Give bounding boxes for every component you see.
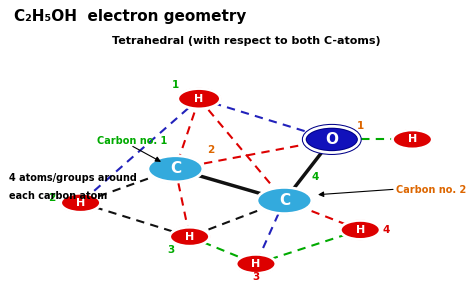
- Text: Tetrahedral (with respect to both C-atoms): Tetrahedral (with respect to both C-atom…: [112, 36, 381, 46]
- Text: 1: 1: [172, 80, 179, 90]
- Text: 2: 2: [207, 145, 215, 155]
- Text: 3: 3: [167, 245, 174, 255]
- Circle shape: [257, 187, 312, 214]
- Text: H: H: [408, 135, 417, 144]
- Text: H: H: [194, 94, 204, 104]
- Circle shape: [148, 156, 203, 182]
- Text: C: C: [279, 193, 290, 208]
- Text: C₂H₅OH  electron geometry: C₂H₅OH electron geometry: [14, 9, 246, 24]
- Text: 4: 4: [383, 225, 390, 235]
- Text: 4: 4: [311, 172, 319, 182]
- Text: Carbon no. 1: Carbon no. 1: [97, 135, 167, 146]
- Circle shape: [178, 88, 220, 109]
- Circle shape: [392, 130, 432, 149]
- Circle shape: [236, 254, 276, 273]
- Text: H: H: [185, 232, 194, 242]
- Circle shape: [170, 227, 210, 246]
- Circle shape: [340, 220, 380, 240]
- Text: H: H: [251, 259, 261, 269]
- Text: Carbon no. 2: Carbon no. 2: [396, 185, 466, 195]
- Text: H: H: [76, 198, 85, 208]
- Text: H: H: [356, 225, 365, 235]
- Text: 1: 1: [356, 121, 364, 131]
- Circle shape: [61, 193, 100, 212]
- Text: C: C: [170, 161, 181, 176]
- Text: 3: 3: [252, 272, 260, 282]
- Circle shape: [304, 126, 359, 153]
- Text: each carbon atom: each carbon atom: [9, 191, 108, 201]
- Text: 2: 2: [48, 193, 56, 203]
- Text: O: O: [325, 132, 338, 147]
- Text: 4 atoms/groups around: 4 atoms/groups around: [9, 173, 137, 183]
